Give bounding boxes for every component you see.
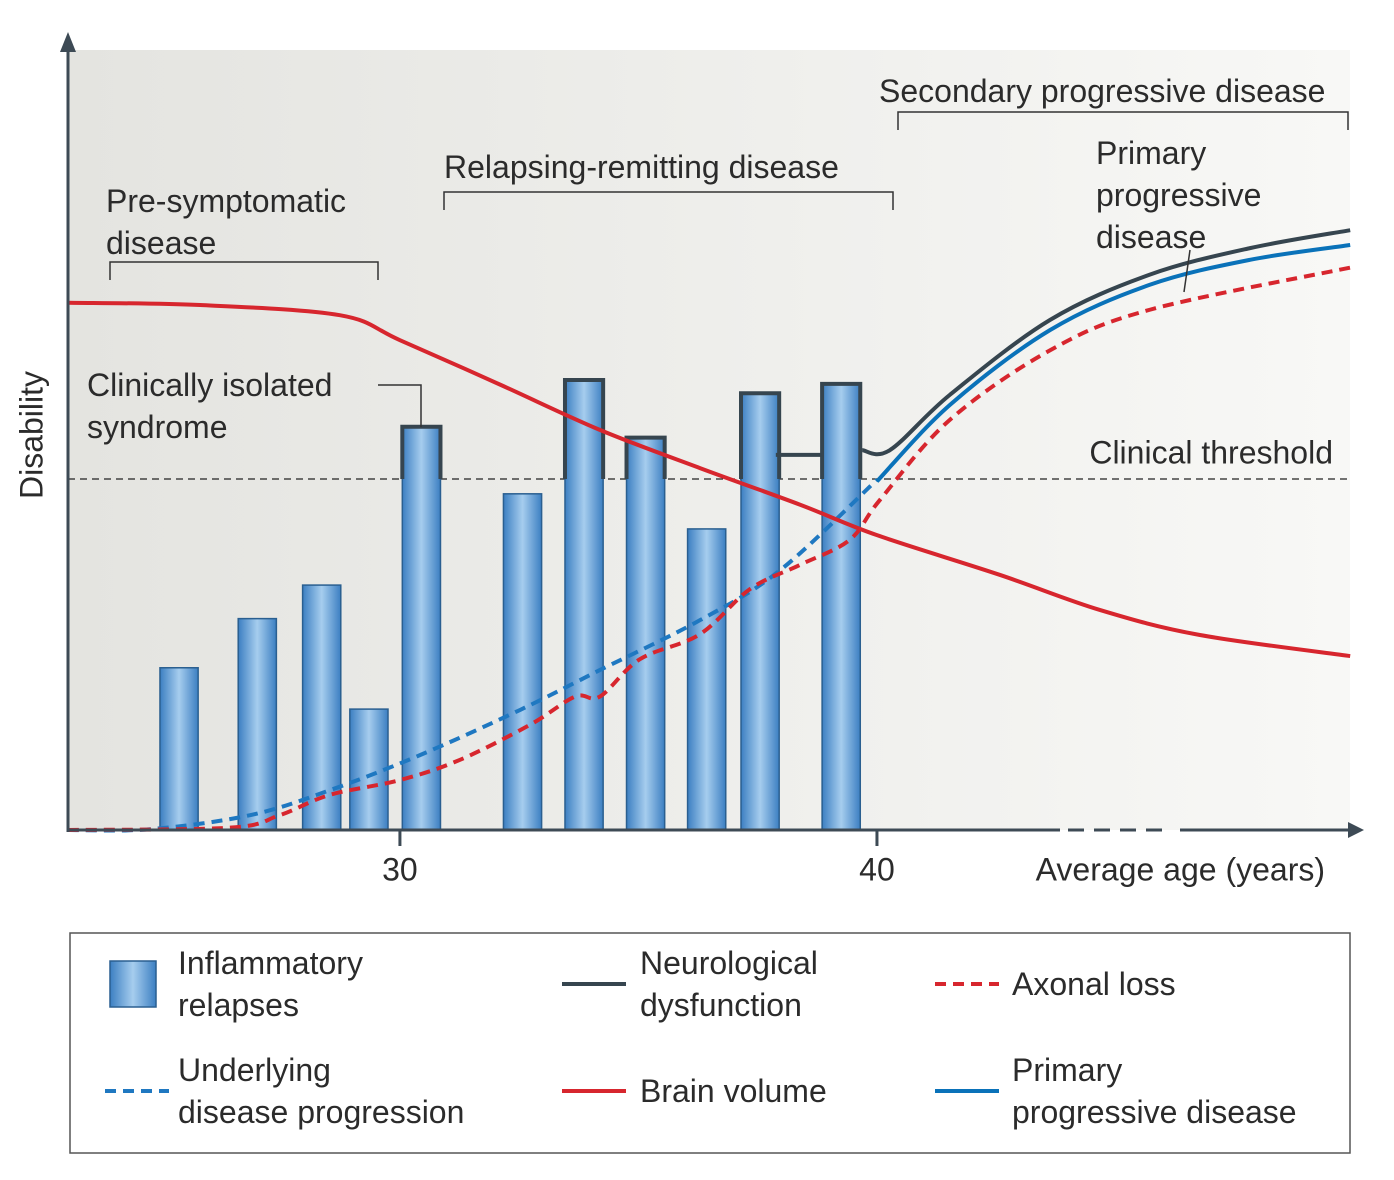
bracket	[109, 261, 379, 280]
line	[67, 300, 1351, 659]
annotation: Clinically isolated syndrome	[87, 367, 333, 445]
legend-swatch	[109, 960, 157, 1008]
legend-label: Inflammatory relapses	[178, 945, 363, 1023]
line	[67, 265, 1351, 832]
legend-box	[69, 932, 1351, 1154]
x-tick-label: 30	[382, 851, 418, 887]
leader	[378, 384, 422, 427]
annotation: Primary progressive disease	[1096, 135, 1262, 255]
axes	[66, 48, 1352, 832]
line	[775, 228, 1351, 457]
bar-outline	[820, 381, 863, 479]
y-arrow	[60, 32, 76, 52]
bar	[564, 379, 604, 831]
y-axis-label: Disability	[13, 371, 49, 499]
bracket	[443, 191, 894, 210]
bar-outline	[739, 391, 782, 479]
bracket	[897, 111, 1349, 130]
legend-label: Underlying disease progression	[178, 1052, 465, 1130]
threshold-label: Clinical threshold	[1089, 434, 1333, 470]
x-tick-label: 40	[859, 851, 895, 887]
legend-label: Brain volume	[640, 1073, 827, 1109]
line	[67, 478, 879, 833]
bar	[686, 528, 727, 831]
brackets	[109, 111, 1349, 427]
legend-label: Neurological dysfunction	[640, 945, 818, 1023]
bar	[740, 392, 780, 831]
bar	[237, 617, 278, 831]
bar-outline	[624, 435, 667, 479]
legend-label: Axonal loss	[1012, 966, 1176, 1002]
bar	[821, 383, 862, 831]
line	[875, 243, 1351, 483]
legend-label: Primary progressive disease	[1012, 1052, 1297, 1130]
bar	[502, 493, 543, 831]
annotation: Secondary progressive disease	[879, 73, 1326, 109]
bar	[625, 436, 666, 831]
plot	[67, 228, 1351, 833]
bar	[401, 425, 442, 831]
bar	[349, 708, 389, 831]
x-arrow	[1348, 822, 1364, 838]
x-axis-label: Average age (years)	[1036, 851, 1325, 887]
bar	[159, 667, 199, 831]
annotation: Relapsing-remitting disease	[444, 149, 839, 185]
annotation: Pre-symptomatic disease	[106, 183, 347, 261]
leader	[1183, 249, 1191, 293]
